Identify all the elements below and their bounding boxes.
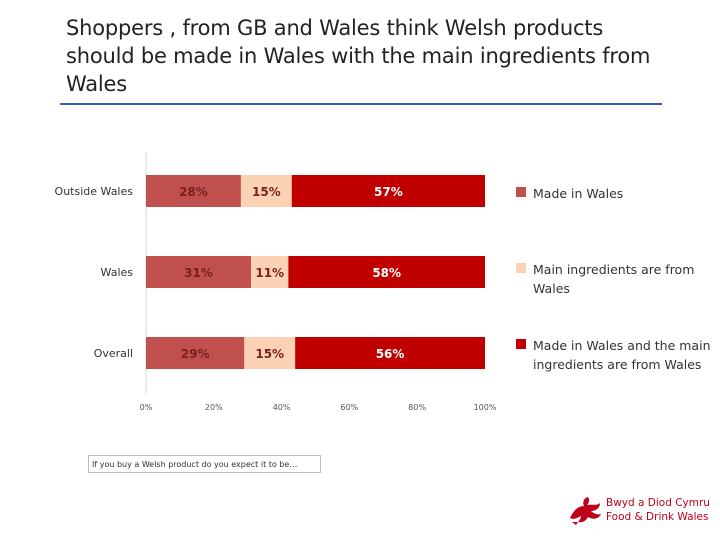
bar-segment — [291, 175, 485, 207]
question-caption: If you buy a Welsh product do you expect… — [88, 455, 321, 473]
x-tick-label: 100% — [474, 403, 497, 412]
bar-segment — [146, 256, 252, 288]
x-tick-label: 20% — [205, 403, 223, 412]
legend-swatch — [516, 263, 526, 273]
data-label: 58% — [372, 266, 401, 280]
legend-label: Made in Wales — [533, 186, 623, 201]
data-label: 15% — [252, 185, 281, 199]
category-label: Wales — [101, 266, 134, 279]
title-underline — [60, 103, 662, 105]
x-tick-label: 80% — [408, 403, 426, 412]
bar-segment — [244, 337, 296, 369]
category-label: Overall — [94, 347, 133, 360]
legend-swatch — [516, 339, 526, 349]
legend-label: Made in Wales and the main ingredients ar… — [533, 338, 711, 372]
legend-swatch — [516, 187, 526, 197]
data-label: 29% — [181, 347, 210, 361]
legend-label: Main ingredients are from Wales — [533, 262, 694, 296]
food-and-drink-wales-logo: Bwyd a Diod Cymru Food & Drink Wales — [566, 494, 710, 528]
bar-segment — [251, 256, 289, 288]
logo-text-welsh: Bwyd a Diod Cymru — [606, 497, 710, 509]
bar-segment — [146, 337, 245, 369]
welsh-dragon-icon — [570, 497, 601, 525]
data-label: 15% — [255, 347, 284, 361]
data-label: 31% — [184, 266, 213, 280]
x-tick-label: 60% — [341, 403, 359, 412]
data-label: 28% — [179, 185, 208, 199]
slide-title: Shoppers , from GB and Wales think Welsh… — [66, 16, 651, 96]
data-label: 56% — [376, 347, 405, 361]
bar-segment — [146, 175, 241, 207]
logo-text-english: Food & Drink Wales — [606, 511, 709, 523]
bar-segment — [240, 175, 292, 207]
bar-segment — [295, 337, 485, 369]
x-tick-label: 40% — [273, 403, 291, 412]
data-label: 57% — [374, 185, 403, 199]
bar-segment — [288, 256, 485, 288]
category-label: Outside Wales — [55, 185, 134, 198]
data-label: 11% — [255, 266, 284, 280]
x-tick-label: 0% — [140, 403, 153, 412]
